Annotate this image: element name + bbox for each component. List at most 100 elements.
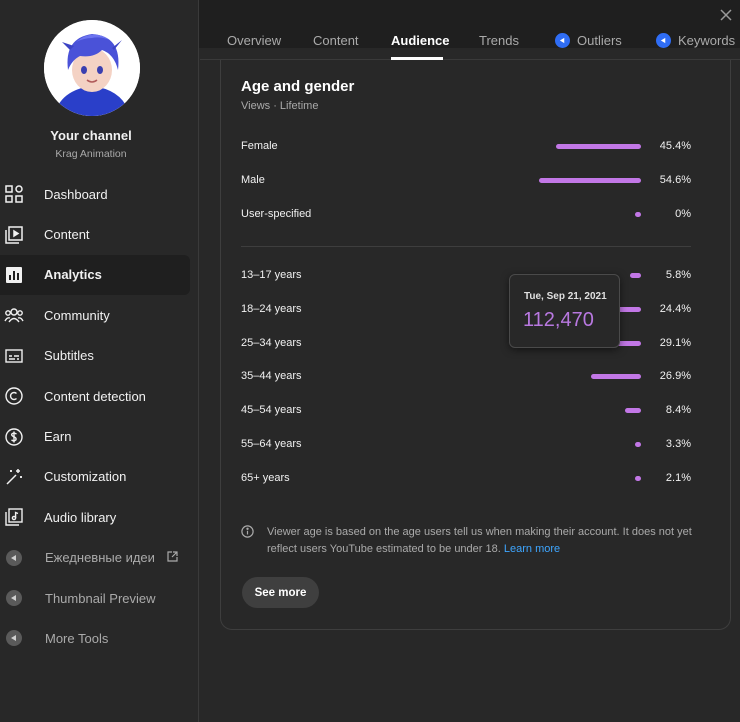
content-icon [4,225,24,245]
demographic-row[interactable]: User-specified 0% [241,205,691,225]
sidebar-item-label: Analytics [44,267,102,283]
extension-icon [4,548,24,568]
percent-bar [634,442,641,447]
row-label: 25–34 years [241,336,302,349]
sidebar-item-label: Dashboard [44,186,108,202]
row-percent: 45.4% [659,140,691,152]
tab-trends[interactable]: Trends [479,32,519,48]
magic-wand-icon [4,467,24,487]
sidebar-item-dashboard[interactable]: Dashboard [0,174,190,214]
sidebar-item-label: Content detection [44,388,146,404]
analytics-icon [4,265,24,285]
row-label: User-specified [241,208,312,220]
tab-overview[interactable]: Overview [227,32,282,48]
sidebar-item-audio-library[interactable]: Audio library [0,497,190,537]
tab-keywords[interactable]: Keywords [656,30,735,50]
row-label: 55–64 years [241,438,302,450]
percent-bar [539,178,641,183]
dashboard-icon [4,184,24,204]
sidebar-item-analytics[interactable]: Analytics [0,254,190,296]
row-percent: 29.1% [659,336,691,349]
sidebar-item-label: Content [44,227,90,243]
info-icon [241,525,254,538]
percent-bar [556,144,641,149]
sidebar-item-subtitles[interactable]: Subtitles [0,336,190,376]
sidebar-tool-more-tools[interactable]: More Tools [0,618,190,658]
sidebar-item-label: Customization [44,469,127,485]
copyright-icon [4,386,24,406]
external-link-icon [166,551,178,562]
tooltip-value: 112,470 [523,309,594,331]
row-label: 18–24 years [241,302,302,315]
sidebar-item-community[interactable]: Community [0,295,190,335]
row-label: 35–44 years [241,370,302,383]
row-label: Female [241,140,278,152]
demographic-row[interactable]: 45–54 years 8.4% [241,401,691,421]
row-percent: 2.1% [665,471,691,484]
tooltip-date: Tue, Sep 21, 2021 [524,291,607,302]
demographic-row[interactable]: 25–34 years 29.1% [241,334,691,354]
analytics-tabs [200,0,740,60]
close-icon[interactable] [719,8,733,22]
demographic-row[interactable]: 18–24 years 24.4% [241,300,691,320]
card-title: Age and gender [241,78,355,95]
sidebar-item-label: Audio library [44,509,117,525]
demographic-row[interactable]: 35–44 years 26.9% [241,367,691,387]
demographic-row[interactable]: 65+ years 2.1% [241,469,691,489]
sidebar-item-label: Community [44,307,110,323]
row-percent: 3.3% [665,438,691,450]
sidebar-tool-daily-ideas[interactable]: Ежедневные идеи [0,538,190,578]
demographic-row[interactable]: 13–17 years 5.8% [241,266,691,286]
tab-outliers[interactable]: Outliers [555,30,622,50]
see-more-button[interactable]: See more [242,577,319,608]
chart-tooltip: Tue, Sep 21, 2021 112,470 [509,274,620,348]
tab-label: Outliers [577,32,622,48]
demographic-row[interactable]: 55–64 years 3.3% [241,435,691,455]
tab-content[interactable]: Content [313,32,359,48]
demographic-row[interactable]: Female 45.4% [241,137,691,157]
disclaimer-body: Viewer age is based on the age users tel… [267,526,692,555]
row-label: 65+ years [241,471,290,484]
sidebar-tool-label: Ежедневные идеи [45,550,178,565]
row-percent: 5.8% [665,269,691,281]
demographic-row[interactable]: Male 54.6% [241,171,691,191]
card-subtitle: Views · Lifetime [241,100,319,112]
extension-icon [4,588,24,608]
sidebar-tool-label: More Tools [45,630,109,646]
channel-avatar[interactable] [44,20,140,116]
dollar-icon [4,427,24,447]
disclaimer-text: Viewer age is based on the age users tel… [267,524,697,558]
row-percent: 26.9% [659,370,691,383]
sidebar: Your channel Krag Animation Dashboard Co… [0,0,199,722]
learn-more-link[interactable]: Learn more [503,543,561,555]
age-gender-card: Age and gender Views · Lifetime Female 45… [220,60,731,630]
sidebar-item-label: Earn [44,429,72,445]
tab-audience[interactable]: Audience [391,32,450,48]
sidebar-tool-label-text: Ежедневные идеи [45,550,155,566]
avatar-image [44,20,140,116]
divider [241,246,691,247]
percent-bar [590,374,641,380]
row-percent: 8.4% [665,404,691,417]
percent-bar [630,273,641,278]
sidebar-item-earn[interactable]: Earn [0,416,190,456]
extension-badge-icon [656,32,671,48]
channel-handle: Krag Animation [55,148,127,160]
row-label: 13–17 years [241,269,302,281]
row-label: Male [241,174,265,186]
subtitles-icon [4,346,24,366]
percent-bar [635,212,641,217]
row-percent: 54.6% [659,174,691,186]
sidebar-item-content[interactable]: Content [0,214,190,254]
sidebar-item-customization[interactable]: Customization [0,457,190,497]
sidebar-tool-thumbnail-preview[interactable]: Thumbnail Preview [0,578,190,618]
row-label: 45–54 years [241,404,302,417]
channel-title: Your channel [50,128,132,143]
sidebar-item-label: Subtitles [44,348,94,364]
percent-bar [635,475,641,481]
active-tab-indicator [391,57,443,60]
percent-bar [625,408,641,414]
sidebar-item-content-detection[interactable]: Content detection [0,376,190,416]
extension-badge-icon [555,32,570,48]
sidebar-tool-label: Thumbnail Preview [45,590,156,606]
